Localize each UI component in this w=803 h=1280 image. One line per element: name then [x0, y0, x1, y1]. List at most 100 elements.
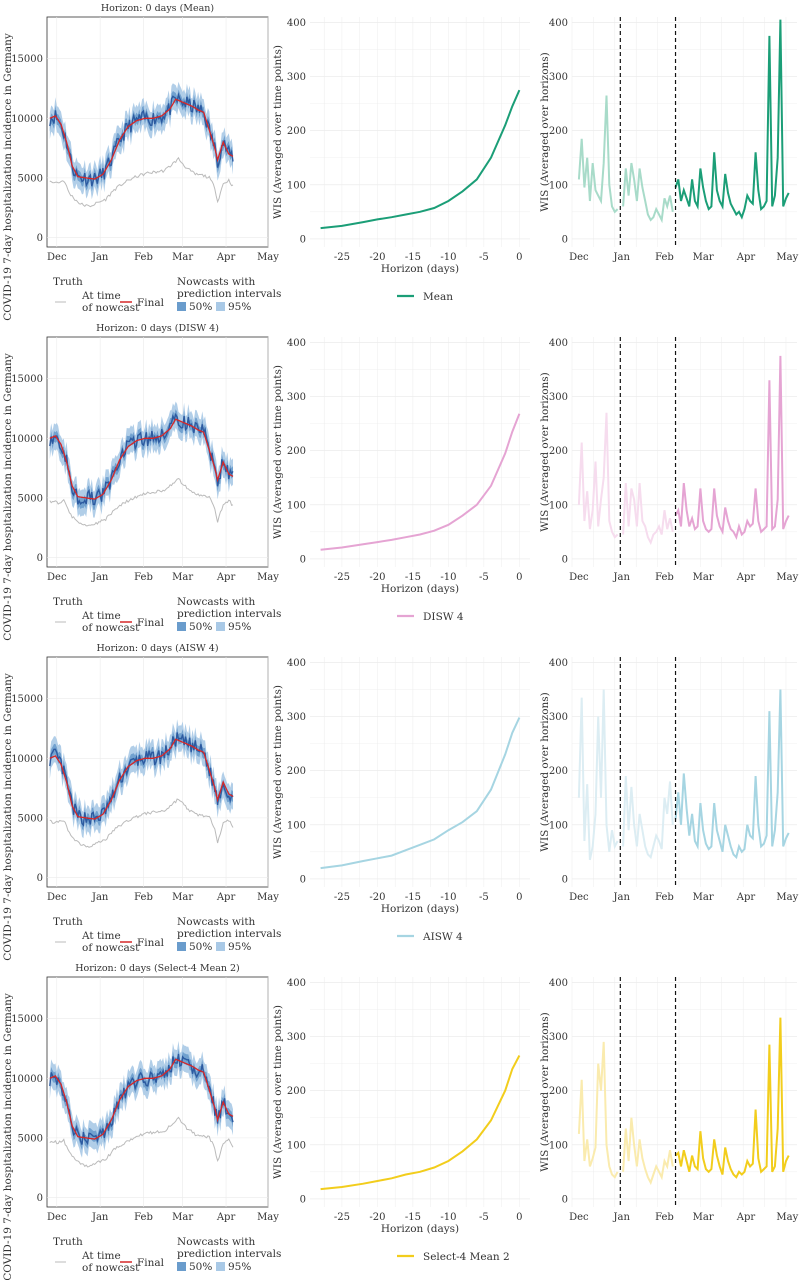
y-tick-label: 100: [287, 1140, 306, 1151]
legend-title: Nowcasts with: [177, 916, 256, 928]
wis-time-line: [674, 1017, 790, 1179]
y-tick-label: 100: [549, 180, 568, 191]
legend-label: Mean: [423, 291, 453, 303]
y-tick-label: 200: [549, 446, 568, 457]
wis-time-line: [674, 355, 790, 541]
y-tick-label: 0: [300, 234, 306, 245]
legend-label: 50%: [189, 621, 212, 633]
pi95-band: [49, 81, 233, 200]
x-tick-label: -15: [405, 252, 421, 263]
x-axis-label: Horizon (days): [381, 1223, 459, 1235]
legend-label: 95%: [228, 621, 251, 633]
wis-horizon-panel: 0 100 200 300 400 -25 -20 -15 -10 -5 0 Horizon (day…: [272, 977, 530, 1235]
y-tick-label: 15000: [11, 374, 43, 385]
y-tick-label: 100: [287, 500, 306, 511]
legend-title: Truth: [53, 596, 83, 608]
panel-title: Horizon: 0 days (Mean): [101, 3, 214, 14]
x-tick-label: Jan: [612, 572, 630, 583]
x-tick-label: May: [776, 252, 798, 263]
x-tick-label: Apr: [736, 252, 756, 263]
legend-label: Final: [137, 297, 165, 309]
legend-title: Truth: [53, 1236, 83, 1248]
wis-horizon-panel: 0 100 200 300 400 -25 -20 -15 -10 -5 0 Horizon (day…: [272, 17, 530, 275]
x-tick-label: Feb: [134, 892, 153, 903]
legend-label: 50%: [189, 1261, 212, 1273]
legend-title: prediction intervals: [177, 1248, 281, 1260]
y-tick-label: 400: [287, 18, 306, 29]
y-tick-label: 300: [287, 72, 306, 83]
panel-frame: [46, 656, 269, 888]
x-tick-label: Jan: [612, 252, 630, 263]
x-tick-label: Apr: [736, 892, 756, 903]
legend-swatch: [177, 1262, 186, 1271]
y-tick-label: 0: [300, 554, 306, 565]
truth-final-line: [49, 418, 234, 500]
x-tick-label: 0: [516, 892, 522, 903]
y-tick-label: 10000: [11, 434, 43, 445]
wis-time-line: [622, 776, 674, 860]
wis-horizon-panel: 0 100 200 300 400 -25 -20 -15 -10 -5 0 Horizon (day…: [272, 337, 530, 595]
x-tick-label: May: [776, 572, 798, 583]
y-tick-label: 300: [549, 1032, 568, 1043]
x-tick-label: -15: [405, 1212, 421, 1223]
truth-at-time-line: [49, 478, 234, 527]
model-legend: DISW 4: [397, 611, 464, 623]
x-tick-label: 0: [516, 1212, 522, 1223]
y-axis-label: WIS (Averaged over time points): [272, 685, 284, 859]
legend-swatch: [216, 302, 225, 311]
legend-label: DISW 4: [423, 611, 464, 623]
y-tick-label: 200: [287, 446, 306, 457]
legend-title: Nowcasts with: [177, 1236, 256, 1248]
x-tick-label: Apr: [216, 892, 236, 903]
x-tick-label: Feb: [134, 252, 153, 263]
x-tick-label: May: [257, 1212, 279, 1223]
y-tick-label: 200: [549, 126, 568, 137]
x-tick-label: -10: [440, 892, 456, 903]
y-tick-label: 5000: [18, 173, 43, 184]
y-tick-label: 400: [549, 658, 568, 669]
legend-label: 50%: [189, 941, 212, 953]
y-tick-label: 100: [549, 820, 568, 831]
legend-label: 95%: [228, 1261, 251, 1273]
nowcast-panel: 0 5000 10000 15000 Dec Jan Feb Mar Apr May Horizon…: [2, 643, 279, 961]
panel-background: [310, 657, 530, 887]
x-tick-label: -15: [405, 892, 421, 903]
x-tick-label: Mar: [693, 1212, 714, 1223]
y-axis-label: WIS (Averaged over horizons): [539, 52, 551, 212]
y-tick-label: 100: [287, 180, 306, 191]
y-tick-label: 300: [287, 392, 306, 403]
x-tick-label: -25: [334, 252, 350, 263]
x-tick-label: Jan: [612, 892, 630, 903]
y-tick-label: 0: [300, 1194, 306, 1205]
wis-time-panel: 0 100 200 300 400 Dec Jan Feb Mar Apr May WIS (Aver…: [539, 17, 799, 263]
wis-time-panel: 0 100 200 300 400 Dec Jan Feb Mar Apr May WIS (Aver…: [539, 337, 799, 583]
x-tick-label: -5: [479, 572, 489, 583]
wis-horizon-panel: 0 100 200 300 400 -25 -20 -15 -10 -5 0 Horizon (day…: [272, 657, 530, 915]
y-axis-label: COVID-19 7-day hospitalization incidence…: [2, 33, 14, 321]
legend-swatch: [177, 622, 186, 631]
y-tick-label: 0: [37, 553, 43, 564]
nowcast-panel: 0 5000 10000 15000 Dec Jan Feb Mar Apr May Horizon…: [2, 3, 279, 321]
x-tick-label: -5: [479, 892, 489, 903]
x-tick-label: Feb: [655, 1212, 674, 1223]
x-tick-label: -25: [334, 1212, 350, 1223]
legend-label: At time: [81, 930, 121, 942]
wis-time-line: [622, 1117, 674, 1186]
x-tick-label: -20: [369, 572, 385, 583]
legend-title: Truth: [53, 276, 83, 288]
y-tick-label: 400: [549, 338, 568, 349]
x-tick-label: Mar: [172, 572, 193, 583]
x-tick-label: Dec: [47, 572, 67, 583]
panel-title: Horizon: 0 days (AISW 4): [96, 643, 218, 654]
legend-title: Nowcasts with: [177, 596, 256, 608]
wis-time-line: [674, 19, 790, 220]
x-tick-label: Dec: [569, 1212, 589, 1223]
wis-time-panel: 0 100 200 300 400 Dec Jan Feb Mar Apr May WIS (Aver…: [539, 977, 799, 1223]
y-tick-label: 100: [549, 500, 568, 511]
x-tick-label: Jan: [91, 1212, 109, 1223]
legend-label: At time: [81, 610, 121, 622]
wis-time-line: [674, 689, 790, 860]
